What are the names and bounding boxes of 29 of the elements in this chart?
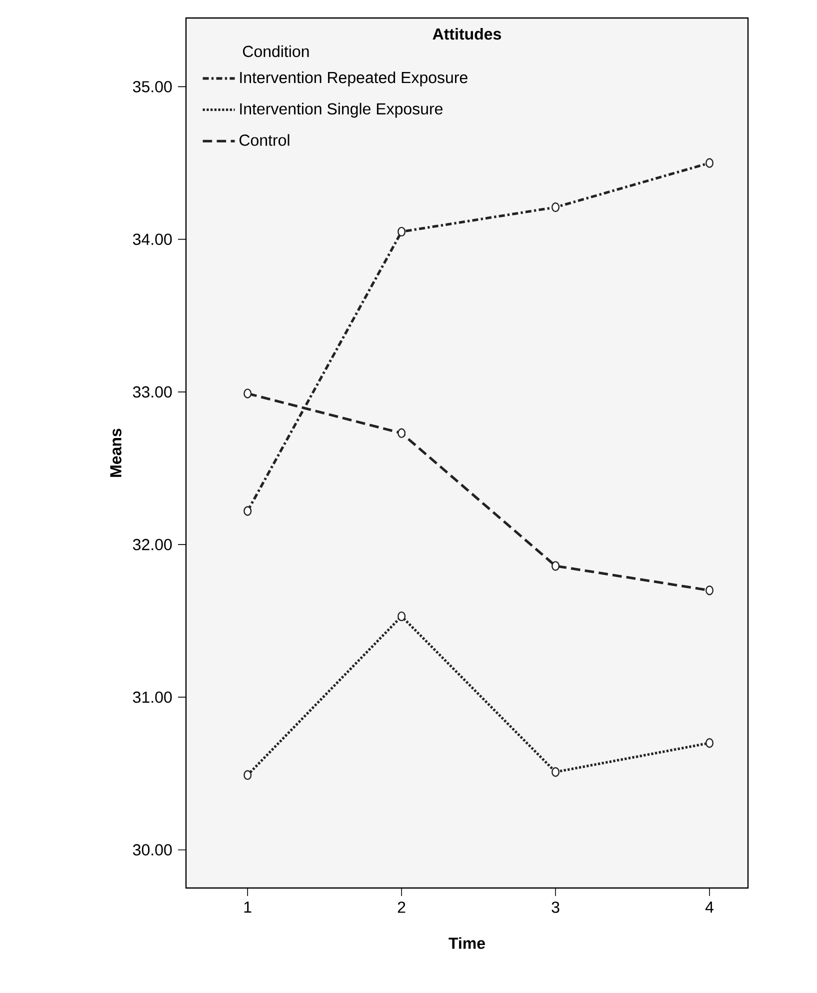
x-tick-label: 3	[552, 902, 560, 913]
legend-label: Intervention Repeated Exposure	[240, 71, 468, 86]
point	[398, 226, 406, 237]
y-tick-label: 35.00	[132, 81, 172, 92]
legend-label: Intervention Single Exposure	[240, 102, 443, 118]
point	[552, 767, 560, 777]
point	[705, 738, 714, 748]
point	[398, 428, 406, 438]
x-tick-label: 1	[244, 902, 252, 913]
x-tick-label: 4	[705, 902, 714, 913]
point	[244, 388, 252, 398]
point	[705, 158, 714, 168]
y-tick-label: 32.00	[132, 538, 172, 550]
y-tick-label: 33.00	[132, 386, 172, 398]
chart-title: Attitudes	[432, 28, 502, 40]
y-tick-label: 31.00	[132, 692, 172, 703]
y-axis-title: Means	[110, 428, 122, 477]
point	[705, 586, 714, 596]
legend-title: Condition	[242, 45, 309, 58]
point	[552, 561, 560, 571]
x-axis-title: Time	[448, 937, 485, 949]
y-tick-label: 34.00	[132, 234, 172, 245]
point	[244, 506, 252, 516]
legend-label: Control	[240, 134, 290, 146]
y-tick-label: 30.00	[132, 844, 172, 856]
point	[552, 202, 560, 212]
point	[244, 770, 252, 780]
point	[398, 611, 406, 622]
x-tick-label: 2	[398, 902, 406, 913]
